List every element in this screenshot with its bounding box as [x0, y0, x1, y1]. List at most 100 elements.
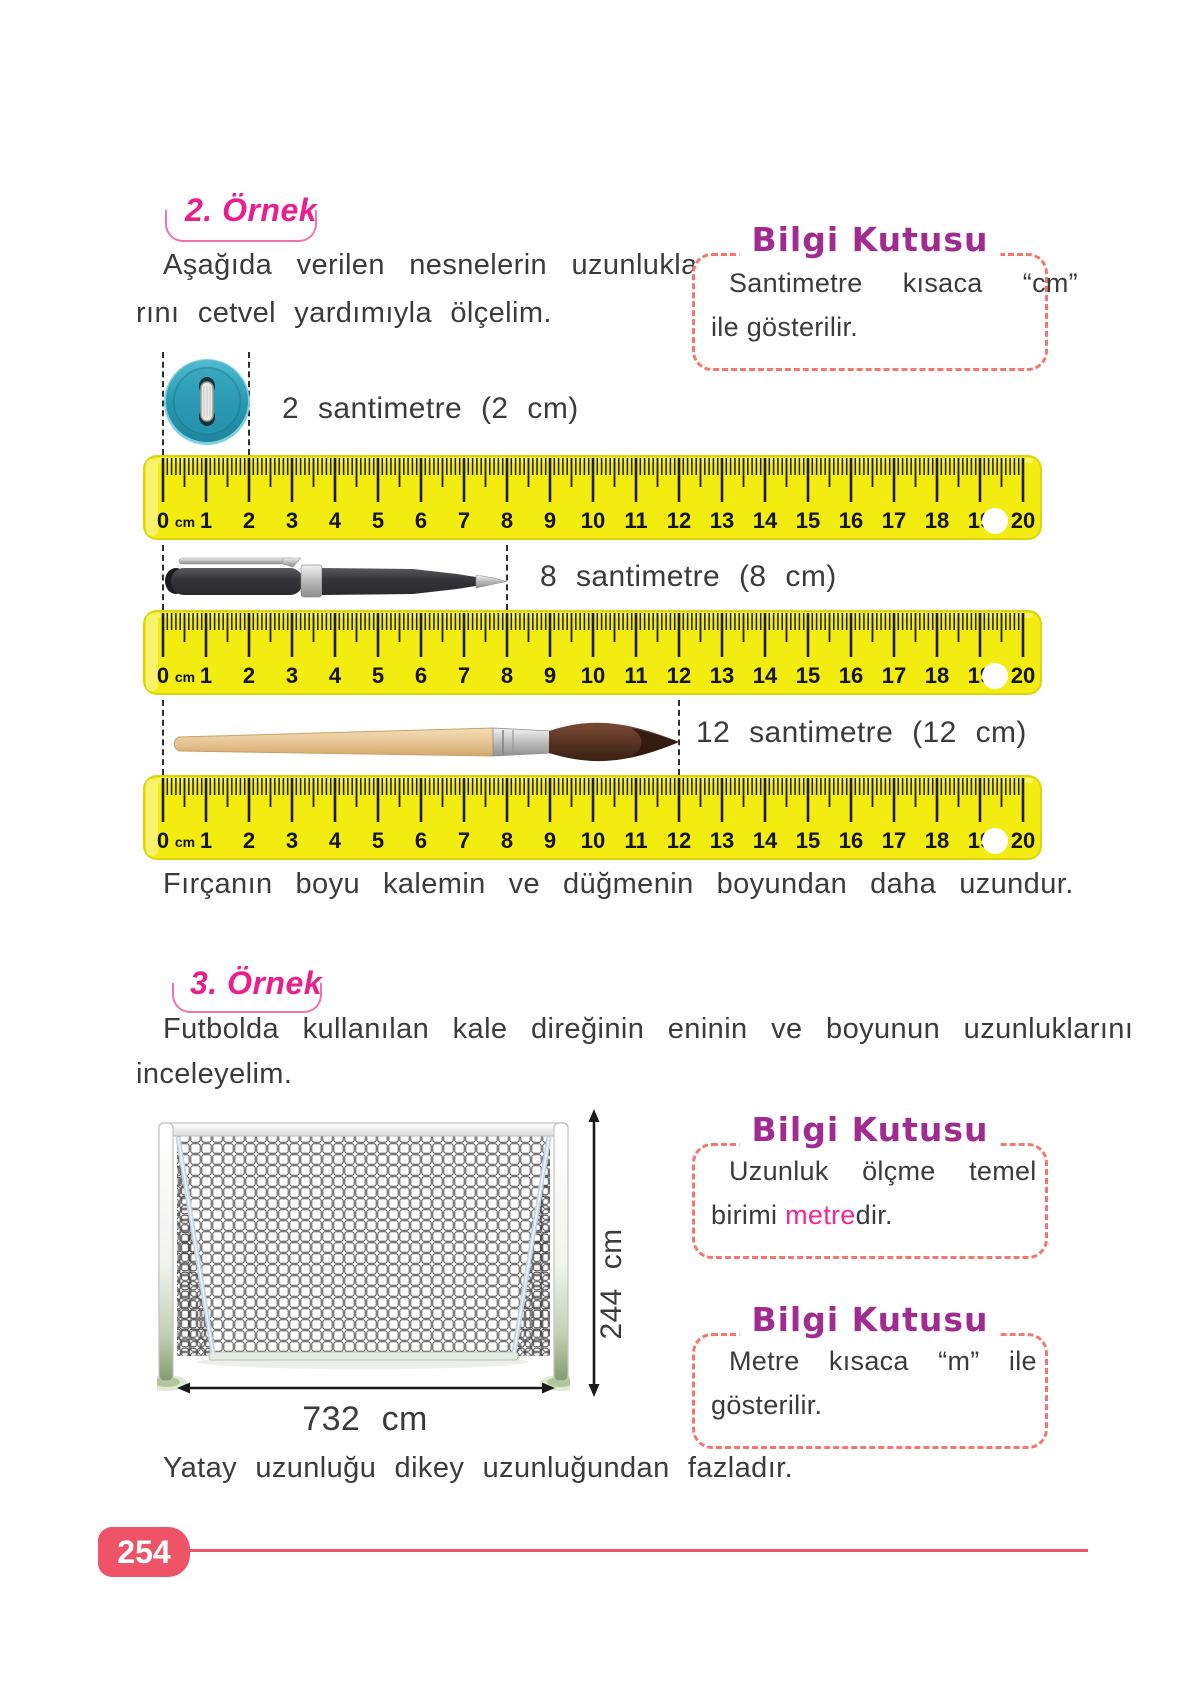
paintbrush-measure-label: 12 santimetre (12 cm)	[696, 716, 1027, 749]
svg-text:14: 14	[753, 828, 778, 853]
svg-text:8: 8	[501, 508, 513, 533]
svg-text:1: 1	[200, 663, 212, 688]
svg-text:15: 15	[796, 508, 820, 533]
svg-text:2: 2	[243, 663, 255, 688]
svg-text:16: 16	[839, 828, 863, 853]
info-box-text-line2: birimi metredir.	[711, 1200, 893, 1231]
svg-text:18: 18	[925, 828, 949, 853]
svg-text:7: 7	[458, 828, 470, 853]
svg-text:6: 6	[415, 663, 427, 688]
svg-text:15: 15	[796, 828, 820, 853]
page-number-badge: 254	[98, 1527, 190, 1577]
svg-text:14: 14	[753, 508, 778, 533]
heading-bracket	[165, 210, 317, 242]
footer-divider-line	[190, 1549, 1088, 1552]
example2-conclusion: Fırçanın boyu kalemin ve düğmenin boyund…	[163, 868, 1074, 900]
svg-text:17: 17	[882, 508, 906, 533]
svg-text:2: 2	[243, 828, 255, 853]
svg-text:5: 5	[372, 828, 384, 853]
svg-text:4: 4	[329, 663, 342, 688]
svg-text:16: 16	[839, 663, 863, 688]
svg-text:6: 6	[415, 828, 427, 853]
ruler: 0 1 2 3 4 5 6 7 8 9 10 11 12 13 14 15 16 17 18 19 20 cm	[143, 775, 1042, 860]
height-arrow	[586, 1108, 602, 1398]
svg-text:12: 12	[667, 663, 691, 688]
info-box-title: Bilgi Kutusu	[739, 1300, 1001, 1339]
example3-paragraph-line2: inceleyelim.	[136, 1058, 293, 1090]
svg-text:0: 0	[157, 508, 169, 533]
svg-text:9: 9	[544, 663, 556, 688]
svg-text:3: 3	[286, 663, 298, 688]
ruler: 0 1 2 3 4 5 6 7 8 9 10 11 12 13 14 15 16 17 18 19 20 cm	[143, 610, 1042, 695]
ruler: 0 1 2 3 4 5 6 7 8 9 10 11 12 13 14 15 16 17 18 19 20 cm	[143, 455, 1042, 540]
svg-text:12: 12	[667, 828, 691, 853]
svg-text:11: 11	[624, 508, 647, 533]
svg-text:3: 3	[286, 828, 298, 853]
goal-height-label: 244 cm	[595, 1228, 628, 1340]
text-part: dir.	[855, 1200, 893, 1230]
svg-text:10: 10	[581, 828, 605, 853]
example2-paragraph-line2: rını cetvel yardımıyla ölçelim.	[136, 297, 552, 329]
info-box-santimetre: Bilgi Kutusu Santimetre kısaca “cm” ile …	[692, 220, 1078, 371]
pen-image	[163, 550, 507, 606]
guide-line-left	[162, 545, 164, 610]
svg-text:2: 2	[243, 508, 255, 533]
svg-text:8: 8	[501, 828, 513, 853]
svg-text:cm: cm	[175, 514, 195, 530]
guide-line-left	[162, 700, 164, 775]
svg-text:11: 11	[624, 828, 647, 853]
svg-text:17: 17	[882, 828, 906, 853]
info-box-text-line1: Uzunluk ölçme temel	[729, 1156, 1037, 1186]
svg-text:10: 10	[581, 508, 605, 533]
goal-image	[157, 1110, 570, 1395]
svg-text:16: 16	[839, 508, 863, 533]
button-image	[163, 357, 251, 447]
info-box-metre-kisaltma: Bilgi Kutusu Metre kısaca “m” ile göster…	[692, 1300, 1048, 1449]
info-box-title: Bilgi Kutusu	[739, 220, 1001, 259]
info-box-text-line1: Santimetre kısaca “cm”	[729, 268, 1078, 298]
guide-line-right	[678, 700, 680, 775]
svg-text:5: 5	[372, 508, 384, 533]
goal-width-label: 732 cm	[302, 1400, 428, 1438]
svg-text:7: 7	[458, 508, 470, 533]
guide-line-right	[506, 545, 508, 610]
svg-text:11: 11	[624, 663, 647, 688]
svg-text:9: 9	[544, 828, 556, 853]
info-box-metre: Bilgi Kutusu Uzunluk ölçme temel birimi …	[692, 1110, 1048, 1259]
svg-text:4: 4	[329, 828, 342, 853]
highlighted-word: metre	[785, 1200, 856, 1230]
heading-bracket	[172, 983, 322, 1013]
svg-text:10: 10	[581, 663, 605, 688]
svg-text:14: 14	[753, 663, 778, 688]
svg-text:6: 6	[415, 508, 427, 533]
svg-text:7: 7	[458, 663, 470, 688]
svg-text:20: 20	[1011, 508, 1035, 533]
svg-text:9: 9	[544, 508, 556, 533]
svg-text:5: 5	[372, 663, 384, 688]
example3-paragraph-line1: Futbolda kullanılan kale direğinin enini…	[163, 1013, 1134, 1045]
info-box-text-line1: Metre kısaca “m” ile	[729, 1346, 1037, 1376]
example2-heading: 2. Örnek	[185, 192, 318, 228]
example2-paragraph-line1: Aşağıda verilen nesnelerin uzunlukla-	[163, 249, 708, 281]
svg-text:1: 1	[200, 508, 212, 533]
svg-text:20: 20	[1011, 663, 1035, 688]
svg-text:13: 13	[710, 508, 734, 533]
svg-text:3: 3	[286, 508, 298, 533]
svg-text:15: 15	[796, 663, 820, 688]
svg-text:cm: cm	[175, 669, 195, 685]
svg-text:cm: cm	[175, 834, 195, 850]
button-measure-label: 2 santimetre (2 cm)	[282, 392, 579, 425]
svg-text:20: 20	[1011, 828, 1035, 853]
pen-measure-label: 8 santimetre (8 cm)	[540, 560, 837, 593]
svg-text:0: 0	[157, 828, 169, 853]
example3-conclusion: Yatay uzunluğu dikey uzunluğundan fazlad…	[163, 1452, 794, 1484]
svg-text:8: 8	[501, 663, 513, 688]
guide-line-left	[162, 352, 164, 455]
svg-text:18: 18	[925, 508, 949, 533]
svg-text:13: 13	[710, 828, 734, 853]
info-box-text-line2: gösterilir.	[711, 1390, 823, 1420]
example3-heading: 3. Örnek	[190, 965, 323, 1001]
svg-text:0: 0	[157, 663, 169, 688]
svg-text:17: 17	[882, 663, 906, 688]
